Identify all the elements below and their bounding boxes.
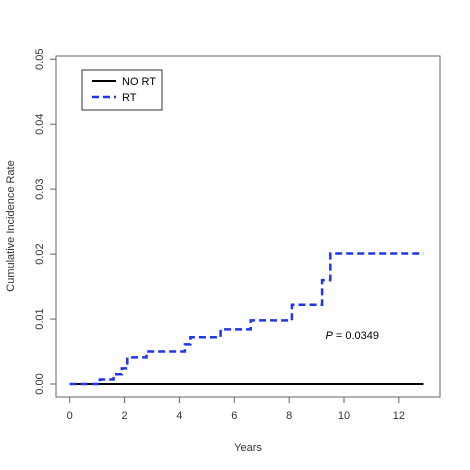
p-value-text: = 0.0349 [333,330,379,342]
x-tick-label: 4 [176,410,182,422]
y-axis-label: Cumulative Incidence Rate [5,160,17,291]
y-tick-label: 0.00 [34,373,46,394]
x-tick-label: 8 [286,410,292,422]
y-axis: 0.00 0.01 0.02 0.03 0.04 0.05 [34,49,57,395]
x-tick-label: 6 [231,410,237,422]
y-tick-label: 0.04 [34,113,46,134]
legend-label-no-rt: NO RT [122,76,156,88]
y-tick-label: 0.03 [34,178,46,199]
x-axis-label: Years [234,442,262,454]
x-tick-label: 2 [122,410,128,422]
x-tick-label: 10 [338,410,350,422]
y-tick-label: 0.02 [34,243,46,264]
y-tick-label: 0.01 [34,308,46,329]
legend-box [81,69,163,111]
y-tick-label: 0.05 [34,49,46,70]
p-value-italic: P [325,330,333,342]
x-tick-label: 12 [393,410,405,422]
legend: NO RT RT [81,69,163,111]
series-layer [69,252,424,386]
series-line-rt [69,252,424,386]
p-value-annotation: P = 0.0349 [325,330,379,342]
x-tick-label: 0 [67,410,73,422]
legend-label-rt: RT [122,92,137,104]
x-axis: 0 2 4 6 8 10 12 [67,396,405,422]
